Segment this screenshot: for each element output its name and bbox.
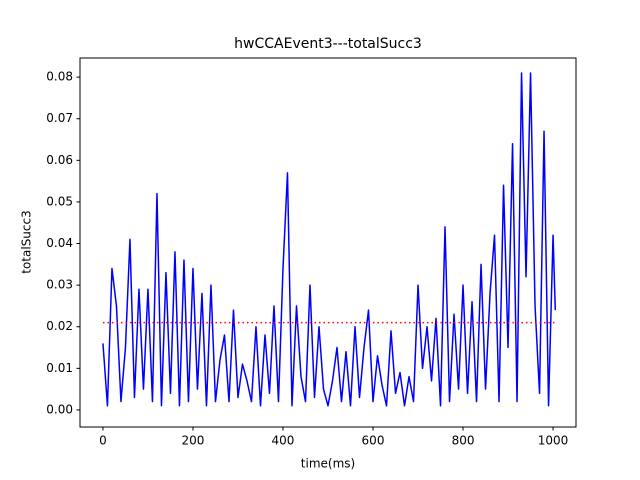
x-tick-label: 0 bbox=[99, 434, 107, 448]
x-tick-label: 600 bbox=[362, 434, 385, 448]
plot-frame bbox=[79, 57, 577, 428]
data-line bbox=[102, 72, 557, 407]
y-tick-label: 0.08 bbox=[46, 70, 73, 84]
chart-title: hwCCAEvent3---totalSucc3 bbox=[234, 36, 422, 52]
x-tick-label: 200 bbox=[182, 434, 205, 448]
y-tick-label: 0.01 bbox=[46, 361, 73, 375]
y-tick-label: 0.03 bbox=[46, 278, 73, 292]
y-tick-label: 0.06 bbox=[46, 153, 73, 167]
y-axis-label: totalSucc3 bbox=[20, 210, 34, 274]
y-tick-label: 0.07 bbox=[46, 111, 73, 125]
x-tick-label: 800 bbox=[452, 434, 475, 448]
y-tick-label: 0.04 bbox=[46, 236, 73, 250]
x-tick-label: 400 bbox=[272, 434, 295, 448]
x-tick-label: 1000 bbox=[538, 434, 569, 448]
y-tick-label: 0.05 bbox=[46, 194, 73, 208]
y-tick-label: 0.00 bbox=[46, 402, 73, 416]
x-axis-label: time(ms) bbox=[301, 457, 355, 471]
y-tick-label: 0.02 bbox=[46, 319, 73, 333]
